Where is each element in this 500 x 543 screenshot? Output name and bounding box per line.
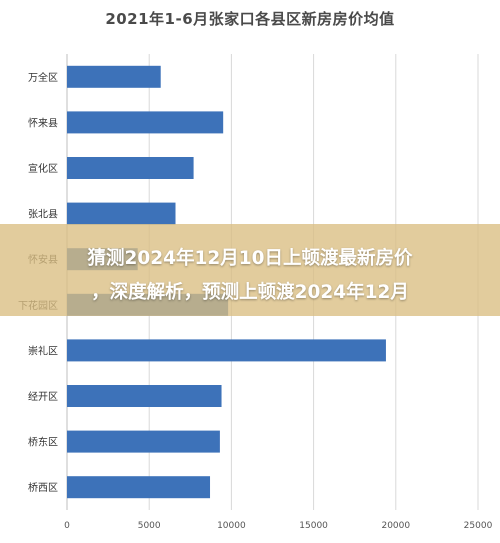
bar <box>67 157 194 179</box>
bar <box>67 385 222 407</box>
category-label: 桥西区 <box>28 482 58 494</box>
bar <box>67 476 211 499</box>
x-tick-label: 20000 <box>381 521 410 531</box>
x-tick-label: 15000 <box>299 521 328 531</box>
bar <box>67 111 224 134</box>
chart-title: 2021年1-6月张家口各县区新房房价均值 <box>105 10 395 28</box>
category-label: 崇礼区 <box>28 344 58 357</box>
x-tick-label: 5000 <box>138 521 161 531</box>
x-tick-label: 10000 <box>217 521 246 531</box>
overlay-banner: 猜测2024年12月10日上顿渡最新房价 ，深度解析，预测上顿渡2024年12月 <box>0 224 500 316</box>
category-label: 万全区 <box>28 71 58 84</box>
category-label: 怀来县 <box>28 117 58 129</box>
category-label: 经开区 <box>28 390 58 403</box>
category-label: 张北县 <box>28 209 58 221</box>
category-label: 桥东区 <box>28 436 58 449</box>
bar <box>67 202 176 225</box>
x-tick-label: 25000 <box>464 521 493 531</box>
bar <box>67 339 386 362</box>
bar <box>67 430 220 453</box>
banner-headline-line-2: ，深度解析，预测上顿渡2024年12月 <box>91 282 409 303</box>
banner-headline-line-1: 猜测2024年12月10日上顿渡最新房价 <box>87 248 413 269</box>
x-tick-label: 0 <box>64 521 70 531</box>
bar <box>67 65 161 88</box>
category-label: 宣化区 <box>28 162 58 175</box>
